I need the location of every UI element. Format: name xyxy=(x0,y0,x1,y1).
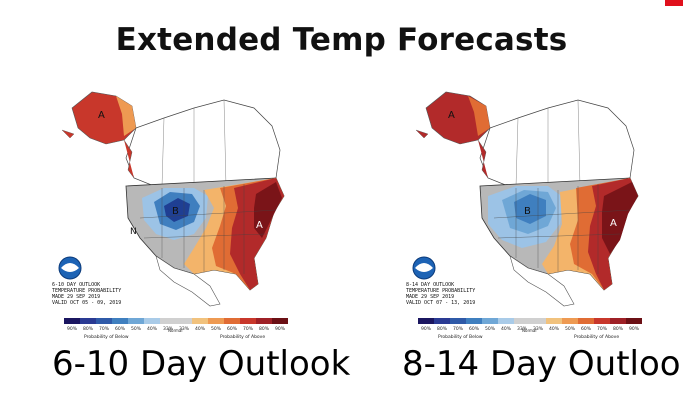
legend-tick-label: 90% xyxy=(275,326,286,332)
legend-swatches xyxy=(64,318,288,324)
legend-tick-label: 90% xyxy=(421,326,432,332)
legend-tick-label: 33% xyxy=(179,326,190,332)
legend-swatch xyxy=(144,318,160,324)
legend-below-title: Probability of Below xyxy=(84,334,129,340)
legend-above-title: Probability of Above xyxy=(574,334,619,340)
legend-swatch xyxy=(272,318,288,324)
info-line: MADE 29 SEP 2019 xyxy=(52,294,100,300)
map-label-north-central: B xyxy=(172,206,179,217)
info-line: TEMPERATURE PROBABILITY xyxy=(406,288,475,294)
legend-swatch xyxy=(578,318,594,324)
legend-tick-label: 40% xyxy=(501,326,512,332)
legend-tick-label: 60% xyxy=(115,326,126,332)
map-label-alaska: A xyxy=(98,110,105,121)
legend-swatch xyxy=(626,318,642,324)
legend-tick-label: 40% xyxy=(147,326,158,332)
noaa-logo xyxy=(412,256,436,280)
legend-tick-label: 80% xyxy=(613,326,624,332)
legend-swatch xyxy=(224,318,240,324)
legend-tick-label: 70% xyxy=(99,326,110,332)
legend-swatch xyxy=(562,318,578,324)
legend-swatches xyxy=(418,318,642,324)
legend-tick-label: 80% xyxy=(437,326,448,332)
legend-swatch xyxy=(80,318,96,324)
legend-tick-label: 60% xyxy=(227,326,238,332)
legend-swatch xyxy=(530,318,546,324)
info-line: 8-14 DAY OUTLOOK xyxy=(406,282,454,288)
legend-tick-label: 60% xyxy=(581,326,592,332)
legend-swatch xyxy=(434,318,450,324)
legend-swatch xyxy=(498,318,514,324)
legend-tick-label: 80% xyxy=(259,326,270,332)
legend-swatch xyxy=(112,318,128,324)
outlook-map-8-14: A B A 8-14 DAY OUTLOOK TEMPERATURE PROBA… xyxy=(398,78,666,344)
info-line: VALID OCT 07 - 13, 2019 xyxy=(406,300,475,306)
map-panel-8-14: A B A 8-14 DAY OUTLOOK TEMPERATURE PROBA… xyxy=(398,78,666,344)
legend-tick-label: 60% xyxy=(469,326,480,332)
legend-swatch xyxy=(240,318,256,324)
noaa-logo xyxy=(58,256,82,280)
legend-ticks: 90% 80% 70% 60% 50% 40% 33% 33% 40% 50% 60% 70% 80% 9… xyxy=(421,326,640,332)
legend-swatch xyxy=(160,318,176,324)
legend-swatch xyxy=(208,318,224,324)
slide-title: Extended Temp Forecasts xyxy=(115,22,568,58)
legend-swatch xyxy=(418,318,434,324)
map-label-north-central: B xyxy=(524,206,531,217)
caption-6-10: 6-10 Day Outlook xyxy=(52,344,351,384)
info-line: TEMPERATURE PROBABILITY xyxy=(52,288,121,294)
legend-normal-title: Normal xyxy=(522,328,536,333)
legend-tick-label: 70% xyxy=(453,326,464,332)
legend-swatch xyxy=(514,318,530,324)
legend-swatch xyxy=(466,318,482,324)
probability-legend: 90% 80% 70% 60% 50% 40% 33% 33% 40% 50% 60% 70% 80% 9… xyxy=(418,318,642,340)
legend-tick-label: 50% xyxy=(131,326,142,332)
legend-swatch xyxy=(450,318,466,324)
legend-tick-label: 40% xyxy=(195,326,206,332)
legend-swatch xyxy=(128,318,144,324)
info-line: 6-10 DAY OUTLOOK xyxy=(52,282,100,288)
legend-swatch xyxy=(256,318,272,324)
legend-tick-label: 70% xyxy=(243,326,254,332)
probability-legend: 90% 80% 70% 60% 50% 40% 33% 33% 40% 50% 60% 70% 80% 9… xyxy=(64,318,288,340)
legend-swatch xyxy=(610,318,626,324)
map-label-alaska: A xyxy=(448,110,455,121)
map-label-southeast: A xyxy=(610,218,617,229)
map-label-southeast: A xyxy=(256,220,263,231)
legend-swatch xyxy=(176,318,192,324)
mexico-outline xyxy=(509,255,575,307)
legend-tick-label: 33% xyxy=(533,326,544,332)
legend-swatch xyxy=(482,318,498,324)
caption-8-14: 8-14 Day Outlook xyxy=(402,344,683,384)
legend-ticks: 90% 80% 70% 60% 50% 40% 33% 33% 40% 50% 60% 70% 80% 9… xyxy=(67,326,286,332)
info-line: MADE 29 SEP 2019 xyxy=(406,294,454,300)
legend-tick-label: 50% xyxy=(565,326,576,332)
legend-tick-label: 33% xyxy=(163,326,174,332)
outlook-map-6-10: A B N A 6-10 DAY OUTLOOK TEMPERATURE PRO… xyxy=(44,78,312,344)
legend-tick-label: 90% xyxy=(629,326,640,332)
legend-tick-label: 80% xyxy=(83,326,94,332)
info-line: VALID OCT 05 - 09, 2019 xyxy=(52,300,121,306)
legend-swatch xyxy=(546,318,562,324)
legend-tick-label: 40% xyxy=(549,326,560,332)
legend-swatch xyxy=(64,318,80,324)
legend-tick-label: 50% xyxy=(211,326,222,332)
legend-normal-title: Normal xyxy=(168,328,182,333)
mexico-outline xyxy=(155,255,221,307)
legend-above-title: Probability of Above xyxy=(220,334,265,340)
legend-swatch xyxy=(96,318,112,324)
accent-mark xyxy=(665,0,683,6)
map-label-west: N xyxy=(130,227,137,237)
legend-below-title: Probability of Below xyxy=(438,334,483,340)
legend-swatch xyxy=(192,318,208,324)
legend-tick-label: 50% xyxy=(485,326,496,332)
legend-tick-label: 33% xyxy=(517,326,528,332)
legend-swatch xyxy=(594,318,610,324)
legend-tick-label: 70% xyxy=(597,326,608,332)
map-panel-6-10: A B N A 6-10 DAY OUTLOOK TEMPERATURE PRO… xyxy=(44,78,312,344)
legend-tick-label: 90% xyxy=(67,326,78,332)
